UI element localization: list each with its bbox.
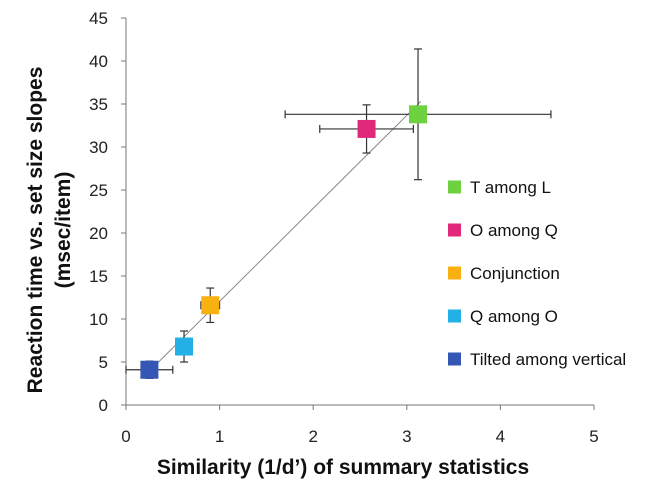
legend-label: T among L [470, 178, 551, 197]
legend: T among L O among Q Conjunction Q among O Ti… [448, 178, 626, 369]
y-tick-label: 40 [89, 52, 108, 71]
legend-swatch [448, 352, 461, 366]
data-point [201, 296, 220, 315]
y-tick-label: 45 [89, 9, 108, 28]
y-axis-title-line2: (msec/item) [52, 172, 75, 289]
data-point [175, 337, 194, 356]
y-tick-label: 10 [89, 310, 108, 329]
data-point [409, 105, 428, 124]
error-bars [125, 48, 552, 379]
data-points [140, 105, 428, 379]
trendline [144, 101, 422, 377]
data-point [357, 119, 376, 138]
legend-swatch [448, 223, 461, 237]
x-tick-label: 3 [402, 427, 411, 446]
x-tick-label: 1 [215, 427, 224, 446]
y-axis-title-line1: Reaction time vs. set size slopes [24, 67, 47, 394]
legend-label: O among Q [470, 221, 558, 240]
legend-swatch [448, 180, 461, 194]
legend-label: Tilted among vertical [470, 350, 626, 369]
legend-label: Q among O [470, 307, 558, 326]
y-tick-label: 25 [89, 181, 108, 200]
x-tick-label: 4 [496, 427, 505, 446]
y-tick-label: 0 [99, 396, 108, 415]
y-tick-label: 35 [89, 95, 108, 114]
x-tick-label: 0 [121, 427, 130, 446]
y-axis-title: Reaction time vs. set size slopes (msec/… [24, 67, 75, 394]
x-axis-title: Similarity (1/d’) of summary statistics [157, 456, 529, 479]
x-tick-label: 2 [308, 427, 317, 446]
legend-swatch [448, 309, 461, 323]
legend-label: Conjunction [470, 264, 560, 283]
y-tick-label: 5 [99, 353, 108, 372]
y-tick-label: 30 [89, 138, 108, 157]
legend-swatch [448, 266, 461, 280]
axes [125, 18, 594, 406]
x-tick-label: 5 [589, 427, 598, 446]
y-tick-label: 15 [89, 267, 108, 286]
x-ticks: 0 1 2 3 4 5 [121, 405, 599, 446]
y-tick-label: 20 [89, 224, 108, 243]
data-point [140, 360, 159, 379]
y-ticks: 0 5 10 15 20 25 30 35 40 45 [89, 9, 126, 415]
